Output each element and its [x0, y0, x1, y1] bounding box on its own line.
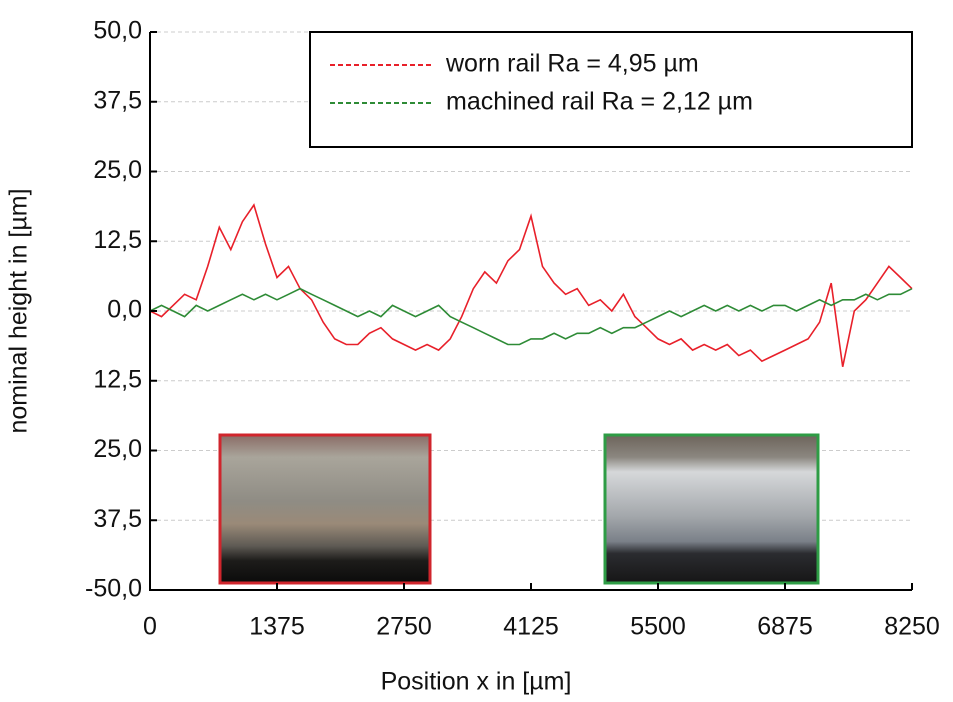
x-tick-label: 6875 — [757, 613, 813, 641]
series-line — [149, 203, 913, 367]
y-tick-label: -50,0 — [85, 575, 142, 603]
x-tick-label: 1375 — [249, 613, 305, 641]
y-tick-label: 12,5 — [93, 226, 142, 254]
worn-rail-photo — [218, 433, 432, 585]
series-line — [149, 287, 913, 346]
y-tick-label: 37,5 — [93, 505, 142, 533]
x-tick-label: 5500 — [630, 613, 686, 641]
legend — [309, 31, 913, 148]
legend-label: worn rail Ra = 4,95 µm — [445, 50, 699, 78]
x-tick-label: 2750 — [376, 613, 432, 641]
x-tick-label: 4125 — [503, 613, 559, 641]
y-tick-label: 12,5 — [93, 365, 142, 393]
y-tick-label: 37,5 — [93, 86, 142, 114]
plot-lines — [149, 203, 913, 367]
y-tick-label: 25,0 — [93, 156, 142, 184]
y-tick-label: 0,0 — [107, 296, 142, 324]
y-axis-label: nominal height in [µm] — [5, 188, 33, 433]
legend-label: machined rail Ra = 2,12 µm — [446, 88, 753, 116]
x-tick-label: 0 — [143, 613, 157, 641]
x-tick-label: 8250 — [884, 613, 940, 641]
y-tick-label: 50,0 — [93, 17, 142, 45]
y-tick-label: 25,0 — [93, 435, 142, 463]
ticks: -50,0 37,5 25,0 12,5 0,0 12,5 25,0 37,5 50,0 0 137… — [85, 17, 940, 641]
legend-entries: worn rail Ra = 4,95 µm machined rail Ra =… — [330, 50, 753, 116]
x-axis-label: Position x in [µm] — [381, 668, 572, 696]
machined-rail-photo — [603, 433, 820, 585]
